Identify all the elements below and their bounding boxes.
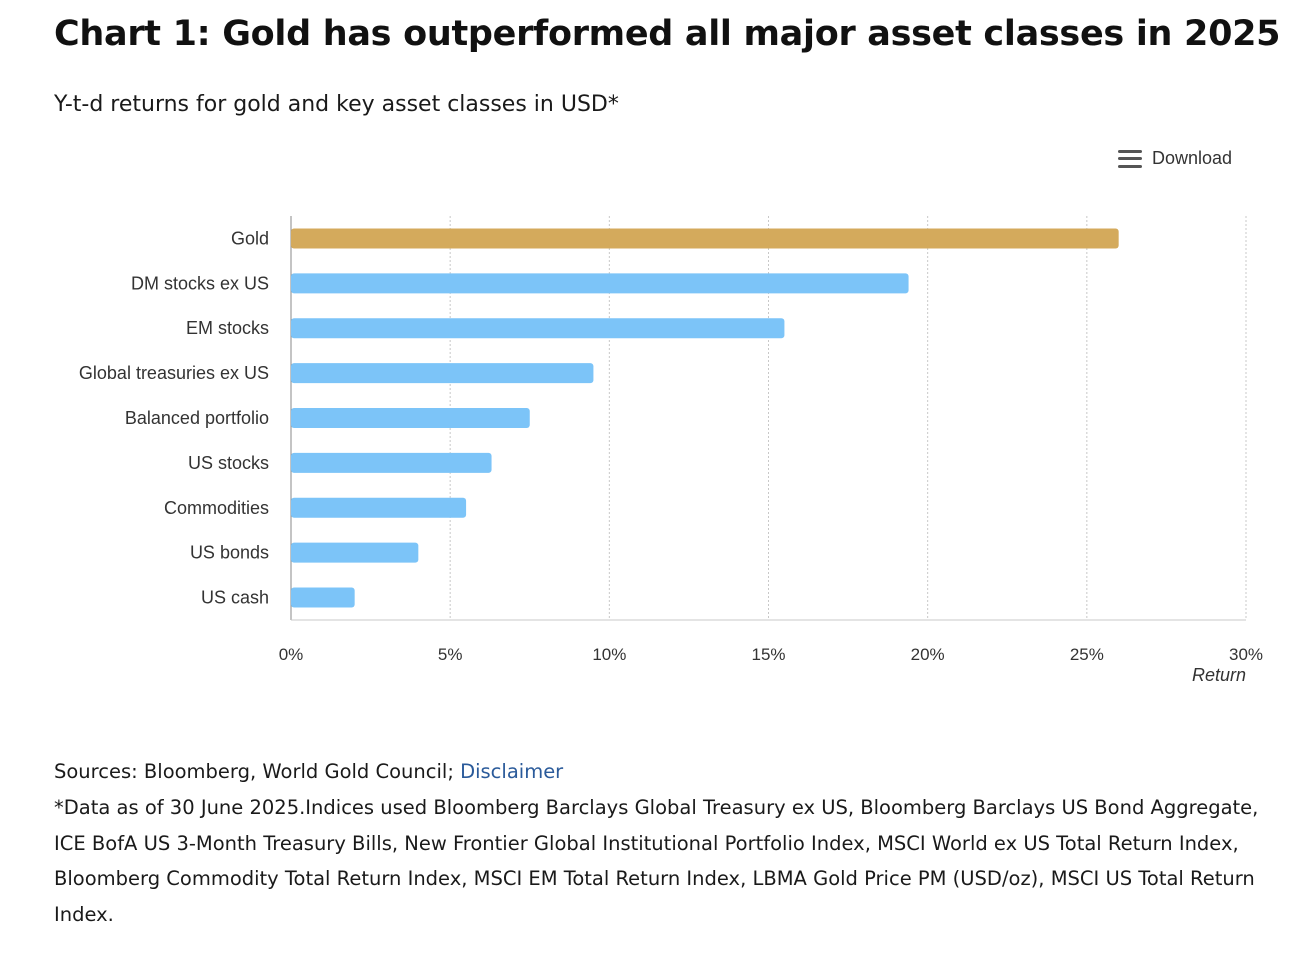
bar-us-cash xyxy=(291,587,355,608)
bar-balanced-portfolio xyxy=(291,408,530,428)
x-tick-label: 30% xyxy=(1229,645,1263,664)
data-note: *Data as of 30 June 2025.Indices used Bl… xyxy=(54,795,1259,927)
download-label: Download xyxy=(1152,148,1233,168)
chart-subtitle: Y-t-d returns for gold and key asset cla… xyxy=(54,92,619,117)
bar-us-bonds xyxy=(291,542,419,563)
category-label: DM stocks ex US xyxy=(131,273,269,293)
bar-chart: 0% 5% 10% 15% 20% 25% 30% Gold DM stocks ex US EM… xyxy=(79,216,1263,685)
category-label: Commodities xyxy=(164,498,269,518)
chart-title: Chart 1: Gold has outperformed all major… xyxy=(54,14,1281,54)
bar-em-stocks xyxy=(291,318,785,339)
menu-icon xyxy=(1118,149,1142,168)
x-tick-label: 20% xyxy=(911,645,945,664)
bar-gold xyxy=(291,228,1119,249)
chart-footer: Sources: Bloomberg, World Gold Council; … xyxy=(54,754,1274,933)
category-label: EM stocks xyxy=(186,318,269,338)
download-button[interactable]: Download xyxy=(1118,148,1232,169)
bar-global-treasuries-ex-us xyxy=(291,363,594,384)
category-label: US bonds xyxy=(190,543,269,563)
x-axis-title: Return xyxy=(1192,665,1246,685)
x-tick-label: 25% xyxy=(1070,645,1104,664)
category-label: Gold xyxy=(231,228,269,248)
category-label: US stocks xyxy=(188,453,269,473)
disclaimer-link[interactable]: Disclaimer xyxy=(460,760,564,783)
bar-commodities xyxy=(291,497,467,518)
x-tick-label: 15% xyxy=(751,645,785,664)
bar-dm-stocks-ex-us xyxy=(291,273,909,294)
category-label: Global treasuries ex US xyxy=(79,363,269,383)
sources-text: Sources: Bloomberg, World Gold Council; xyxy=(54,760,461,783)
x-tick-label: 10% xyxy=(592,645,626,664)
x-tick-label: 0% xyxy=(279,645,304,664)
category-label: Balanced portfolio xyxy=(125,408,269,428)
bar-us-stocks xyxy=(291,452,492,473)
category-label: US cash xyxy=(201,588,269,608)
x-tick-label: 5% xyxy=(438,645,463,664)
